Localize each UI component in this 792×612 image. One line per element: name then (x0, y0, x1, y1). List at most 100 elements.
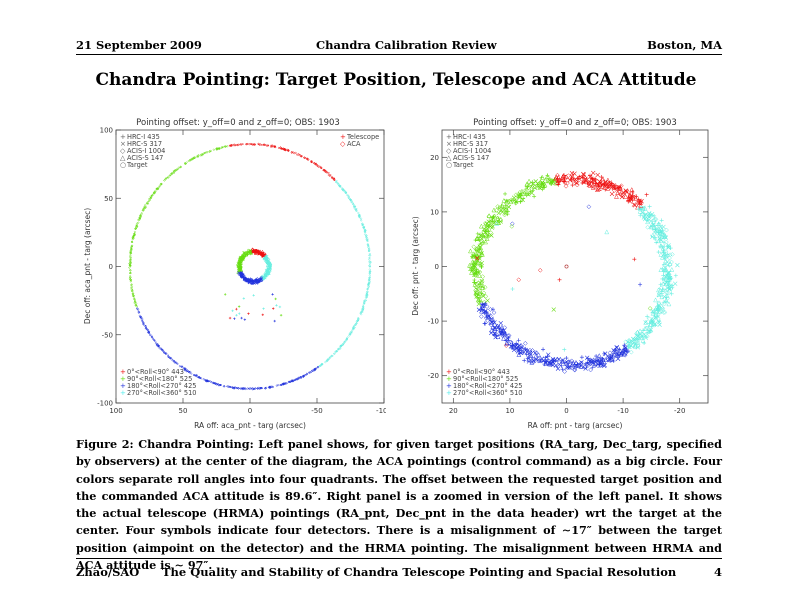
data-point (138, 218, 141, 221)
data-point (509, 198, 514, 203)
data-point (514, 341, 519, 346)
data-point (498, 219, 503, 224)
data-point (297, 376, 300, 380)
data-point (513, 192, 519, 198)
data-point (172, 359, 176, 363)
data-point (266, 144, 270, 147)
data-point (666, 290, 671, 296)
data-point (479, 260, 485, 266)
data-point (482, 299, 487, 305)
svg-text:+: + (446, 375, 452, 383)
data-point (581, 172, 586, 177)
data-point (268, 268, 272, 272)
left-roll-legend: + 0°<Roll<90° 443 + 90°<Roll<180° 525 + … (120, 368, 196, 397)
data-point (655, 307, 660, 312)
data-point (308, 371, 311, 374)
data-point (368, 280, 372, 283)
data-point (469, 269, 474, 275)
data-point (314, 367, 317, 371)
data-point (239, 274, 243, 278)
data-point (326, 359, 329, 362)
data-point (638, 207, 643, 212)
data-point (594, 354, 599, 359)
y-tick-label: 10 (430, 208, 439, 216)
data-point (588, 367, 593, 373)
data-point (627, 192, 633, 197)
data-point (182, 366, 185, 370)
data-point (184, 162, 187, 166)
data-point (579, 355, 584, 360)
data-point (642, 215, 647, 220)
data-point (316, 163, 319, 167)
svg-text:+: + (120, 389, 126, 397)
data-point (337, 183, 340, 186)
data-point (364, 294, 368, 298)
data-point (131, 292, 135, 295)
data-point (645, 328, 651, 334)
data-point (131, 288, 134, 292)
data-point (475, 250, 480, 256)
data-point (581, 180, 586, 185)
data-point (511, 344, 517, 350)
data-point (639, 335, 645, 340)
data-point (635, 329, 641, 335)
data-point (128, 263, 132, 267)
legend-roll-90-180: 90°<Roll<180° 525 (127, 375, 192, 383)
data-point (516, 195, 521, 200)
data-point (475, 249, 481, 254)
data-point (528, 189, 533, 194)
data-point (178, 364, 182, 368)
data-point (268, 385, 271, 389)
data-point (290, 150, 294, 154)
header-date: 21 September 2009 (76, 38, 202, 52)
data-point (199, 377, 203, 380)
data-point (477, 261, 482, 267)
data-point (312, 368, 316, 372)
data-point (237, 268, 242, 272)
x-tick-label: -100 (376, 407, 386, 415)
data-point (551, 307, 556, 312)
data-point (365, 238, 368, 241)
footer-author: Zhao/SAO (76, 565, 140, 579)
data-point (170, 172, 173, 175)
legend-roll-0-90: 0°<Roll<90° 443 (127, 368, 184, 376)
data-point (222, 385, 226, 388)
data-point (523, 341, 528, 346)
data-point (259, 143, 262, 146)
data-point (635, 345, 641, 350)
data-point (234, 386, 237, 389)
data-point (328, 356, 332, 359)
r-legend-acis-i: ACIS-I 1004 (453, 147, 491, 155)
data-point (582, 174, 588, 180)
data-point (553, 174, 559, 180)
data-point (648, 213, 654, 219)
data-point (600, 356, 605, 361)
data-point (657, 292, 662, 298)
data-point (475, 235, 480, 240)
data-point (258, 277, 262, 282)
data-point (626, 349, 631, 354)
data-point (578, 360, 584, 366)
data-point (653, 237, 658, 242)
data-point (144, 324, 147, 328)
svg-text:+: + (120, 375, 126, 383)
data-point (506, 335, 511, 340)
data-point (590, 183, 596, 189)
data-point (574, 361, 579, 367)
data-point (471, 244, 477, 250)
data-point (295, 378, 299, 381)
r-legend-roll-180-270: 180°<Roll<270° 425 (453, 382, 522, 390)
data-point (653, 297, 658, 303)
data-point (168, 174, 172, 177)
data-point (310, 159, 313, 163)
left-plot-frame (115, 129, 385, 404)
data-point (650, 234, 655, 240)
data-point (590, 180, 595, 185)
r-legend-roll-270-360: 270°<Roll<360° 510 (453, 389, 522, 397)
data-point (533, 353, 539, 359)
data-point (228, 316, 232, 320)
data-point (661, 262, 666, 267)
data-point (475, 236, 480, 241)
data-point (663, 258, 668, 264)
legend-hrc-i: HRC-I 435 (127, 133, 160, 141)
